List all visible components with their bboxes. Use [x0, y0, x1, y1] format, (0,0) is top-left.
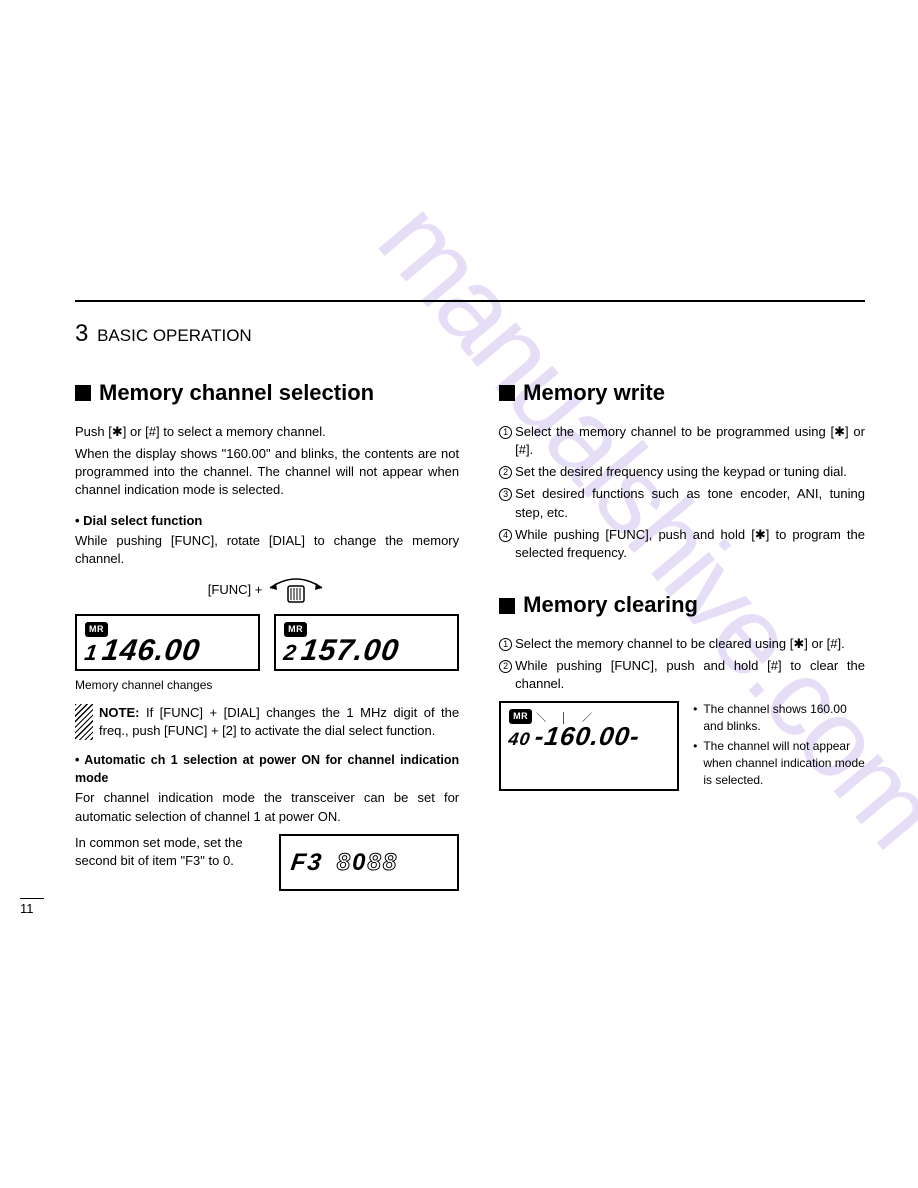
clear-bullets: The channel shows 160.00 and blinks. The…	[693, 701, 865, 791]
page-number: 11	[20, 898, 44, 916]
lcd-clear-display: MR ＼ │ ／ 40-160.00-	[499, 701, 679, 791]
lcd-clear-digits: 40-160.00-	[507, 724, 670, 749]
left-column: Memory channel selection Push [✱] or [#]…	[75, 378, 459, 891]
right-column: Memory write 1Select the memory channel …	[499, 378, 865, 891]
top-rule	[75, 300, 865, 302]
hatch-icon	[75, 704, 93, 740]
clear-display-row: MR ＼ │ ／ 40-160.00- The channel shows 16…	[499, 701, 865, 791]
clear-steps: 1Select the memory channel to be cleared…	[499, 635, 865, 694]
dial-subhead: • Dial select function	[75, 512, 459, 530]
clear-step-1: Select the memory channel to be cleared …	[515, 635, 845, 653]
func-label: [FUNC] +	[208, 581, 263, 599]
mr-badge: MR	[509, 709, 532, 724]
note-block: NOTE: If [FUNC] + [DIAL] changes the 1 M…	[75, 704, 459, 740]
chapter-number: 3	[75, 320, 88, 347]
f3-label: F3	[289, 846, 326, 880]
write-step-1: Select the memory channel to be programm…	[515, 423, 865, 459]
heading-memory-write: Memory write	[499, 378, 865, 409]
heading-memory-clearing: Memory clearing	[499, 590, 865, 621]
lcd-2-digits: 2157.00	[282, 637, 451, 666]
chapter-title: BASIC OPERATION	[97, 326, 252, 345]
intro-1: Push [✱] or [#] to select a memory chann…	[75, 423, 459, 441]
set-mode-text: In common set mode, set the second bit o…	[75, 834, 265, 870]
heading-memory-selection: Memory channel selection	[75, 378, 459, 409]
lcd-row: MR 1146.00 MR 2157.00	[75, 614, 459, 671]
clear-bullet-1: The channel shows 160.00 and blinks.	[703, 701, 865, 735]
write-step-4: While pushing [FUNC], push and hold [✱] …	[515, 526, 865, 562]
write-step-2: Set the desired frequency using the keyp…	[515, 463, 847, 481]
clear-bullet-2: The channel will not appear when channel…	[703, 738, 865, 788]
lcd-f3-display: F3 8088	[279, 834, 459, 892]
chapter-heading: 3 BASIC OPERATION	[75, 320, 865, 348]
intro-2: When the display shows "160.00" and blin…	[75, 445, 459, 500]
write-steps: 1Select the memory channel to be program…	[499, 423, 865, 562]
f3-segments: 8088	[337, 849, 398, 876]
note-bold: NOTE:	[99, 705, 139, 720]
lcd-display-1: MR 1146.00	[75, 614, 260, 671]
dial-knob-icon	[266, 574, 326, 606]
lcd-caption: Memory channel changes	[75, 677, 459, 694]
page-content: 3 BASIC OPERATION Memory channel selecti…	[75, 300, 865, 891]
auto-subhead: • Automatic ch 1 selection at power ON f…	[75, 752, 459, 787]
func-plus-dial: [FUNC] +	[75, 574, 459, 606]
dial-body: While pushing [FUNC], rotate [DIAL] to c…	[75, 532, 459, 568]
lcd-1-digits: 1146.00	[83, 637, 252, 666]
lcd-display-2: MR 2157.00	[274, 614, 459, 671]
auto-body: For channel indication mode the transcei…	[75, 789, 459, 825]
clear-step-2: While pushing [FUNC], push and hold [#] …	[515, 657, 865, 693]
set-mode-row: In common set mode, set the second bit o…	[75, 834, 459, 892]
note-text: If [FUNC] + [DIAL] changes the 1 MHz dig…	[99, 705, 459, 738]
write-step-3: Set desired functions such as tone encod…	[515, 485, 865, 521]
